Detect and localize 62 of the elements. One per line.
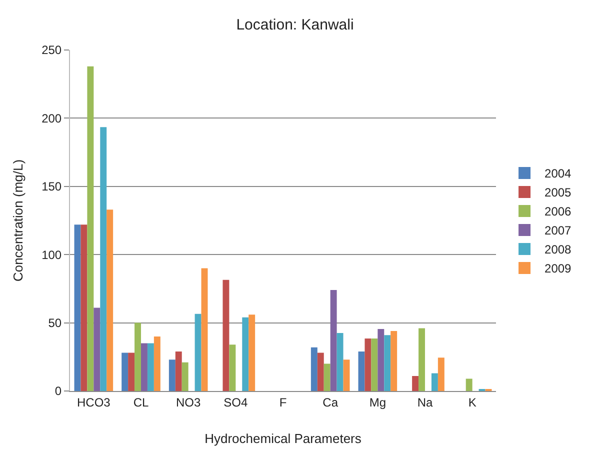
bar: [330, 290, 337, 391]
y-tick-label: 150: [42, 180, 62, 194]
y-tick-label: 50: [48, 316, 62, 330]
bar: [242, 317, 249, 391]
chart-title: Location: Kanwali: [236, 16, 354, 34]
legend-label: 2009: [544, 262, 572, 276]
bar: [343, 360, 350, 391]
bar: [175, 351, 182, 391]
y-tick-label: 100: [42, 248, 62, 262]
bar: [201, 268, 208, 391]
bar: [390, 330, 398, 391]
bar: [100, 127, 107, 391]
bar: [194, 314, 202, 391]
bar: [412, 376, 419, 391]
bar: [168, 360, 176, 391]
legend-label: 2007: [544, 224, 572, 238]
bar: [222, 280, 230, 391]
bar: [122, 352, 128, 391]
x-tick-label: HCO3: [77, 395, 111, 410]
x-tick-label: NO3: [176, 395, 201, 410]
x-tick-label: SO4: [224, 395, 248, 410]
x-tick-label: Na: [417, 395, 433, 410]
x-tick-label: F: [279, 395, 287, 410]
bar: [94, 308, 100, 391]
legend-label: 2008: [544, 242, 572, 257]
bar: [384, 335, 391, 391]
x-tick-label: Mg: [369, 395, 386, 410]
bar: [466, 378, 472, 391]
bar: [147, 343, 154, 391]
bar: [182, 362, 188, 391]
bar: [378, 328, 384, 391]
x-tick-label: Ca: [322, 395, 338, 410]
x-tick-label: K: [468, 395, 476, 410]
bar: [324, 364, 330, 391]
bar: [431, 373, 438, 391]
legend-label: 2005: [544, 186, 572, 200]
x-axis-title: Hydrochemical Parameters: [204, 431, 362, 446]
bar: [154, 336, 160, 391]
bar: [74, 224, 81, 391]
bar: [229, 344, 236, 391]
bar: [248, 314, 256, 391]
bar: [80, 224, 88, 391]
y-tick-label: 250: [42, 43, 62, 58]
legend-label: 2004: [544, 166, 572, 181]
bar: [106, 210, 114, 391]
bar: [310, 347, 318, 391]
bar: [336, 333, 344, 391]
bar: [438, 358, 444, 391]
bar: [317, 352, 324, 391]
y-axis-title: Concentration (mg/L): [10, 159, 26, 282]
bar: [358, 351, 365, 391]
x-tick-label: CL: [133, 395, 149, 410]
y-tick-label: 0: [54, 384, 62, 398]
y-tick-label: 200: [42, 111, 62, 126]
bar: [418, 328, 425, 391]
bar: [87, 66, 94, 391]
bar: [364, 338, 372, 391]
bar: [371, 338, 378, 391]
bar: [134, 322, 141, 391]
bar: [128, 352, 135, 391]
legend-label: 2006: [544, 204, 572, 219]
bar: [141, 343, 148, 391]
